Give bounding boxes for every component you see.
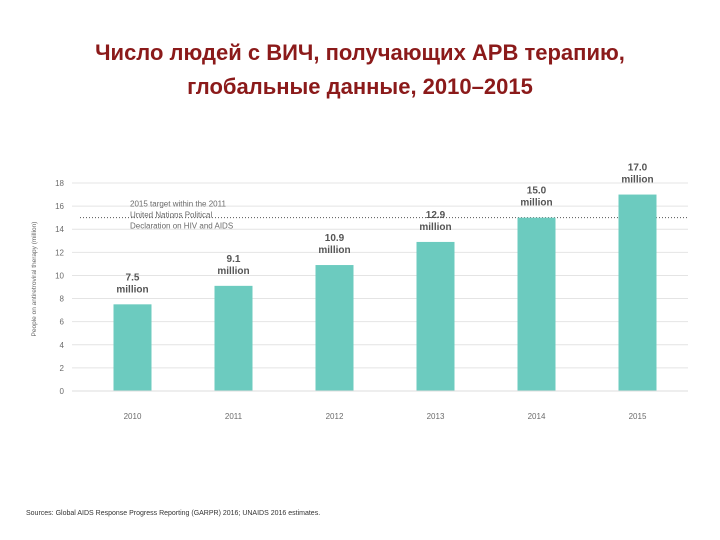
bar-2015 xyxy=(618,194,657,391)
y-tick-label: 8 xyxy=(60,295,65,304)
bar-2011 xyxy=(214,285,253,391)
data-label-line: million xyxy=(217,266,249,277)
y-tick-label: 0 xyxy=(60,387,65,396)
x-tick-label: 2013 xyxy=(427,412,445,421)
data-label-line: 7.5 xyxy=(126,272,140,283)
y-tick-label: 2 xyxy=(60,364,65,373)
target-annotation-line: United Nations Political xyxy=(130,211,212,220)
data-label-2010: 7.5 million xyxy=(116,272,148,295)
data-label-line: million xyxy=(520,198,552,209)
x-tick-label: 2015 xyxy=(629,412,647,421)
data-label-line: million xyxy=(116,284,148,295)
target-annotation: 2015 target within the 2011 United Nation… xyxy=(130,200,233,231)
title-line-1: Число людей с ВИЧ, получающих АРВ терапи… xyxy=(95,40,625,65)
target-annotation-line: 2015 target within the 2011 xyxy=(130,200,226,209)
data-label-line: million xyxy=(621,175,653,186)
data-label-line: 15.0 xyxy=(527,186,547,197)
title-line-2: глобальные данные, 2010–2015 xyxy=(187,74,533,99)
data-label-line: million xyxy=(318,245,350,256)
bar-2014 xyxy=(517,217,556,391)
sources-note: Sources: Global AIDS Response Progress R… xyxy=(26,510,321,517)
y-tick-label: 14 xyxy=(55,225,64,234)
data-label-line: million xyxy=(419,222,451,233)
y-axis-title: People on antiretroviral therapy (millio… xyxy=(31,222,38,337)
data-label-line: 17.0 xyxy=(628,163,648,174)
data-label-2014: 15.0 million xyxy=(520,186,552,209)
bar-2013 xyxy=(416,241,455,391)
data-label-2015: 17.0 million xyxy=(621,163,653,186)
bar-2012 xyxy=(315,265,354,391)
bar-2010 xyxy=(113,304,152,391)
y-tick-label: 6 xyxy=(60,318,65,327)
y-tick-label: 4 xyxy=(60,341,65,350)
data-label-line: 10.9 xyxy=(325,233,345,244)
data-label-2013: 12.9 million xyxy=(419,210,451,233)
data-label-line: 12.9 xyxy=(426,210,446,221)
y-tick-label: 12 xyxy=(55,248,64,257)
y-tick-label: 10 xyxy=(55,271,64,280)
x-tick-label: 2012 xyxy=(326,412,344,421)
data-label-line: 9.1 xyxy=(227,254,241,265)
target-annotation-line: Declaration on HIV and AIDS xyxy=(130,222,233,231)
y-tick-label: 18 xyxy=(55,179,64,188)
data-label-2012: 10.9 million xyxy=(318,233,350,256)
y-tick-label: 16 xyxy=(55,202,64,211)
slide-title: Число людей с ВИЧ, получающих АРВ терапи… xyxy=(0,36,720,104)
data-label-2011: 9.1 million xyxy=(217,254,249,277)
x-tick-label: 2011 xyxy=(225,412,243,421)
x-tick-label: 2010 xyxy=(124,412,142,421)
x-tick-label: 2014 xyxy=(528,412,546,421)
